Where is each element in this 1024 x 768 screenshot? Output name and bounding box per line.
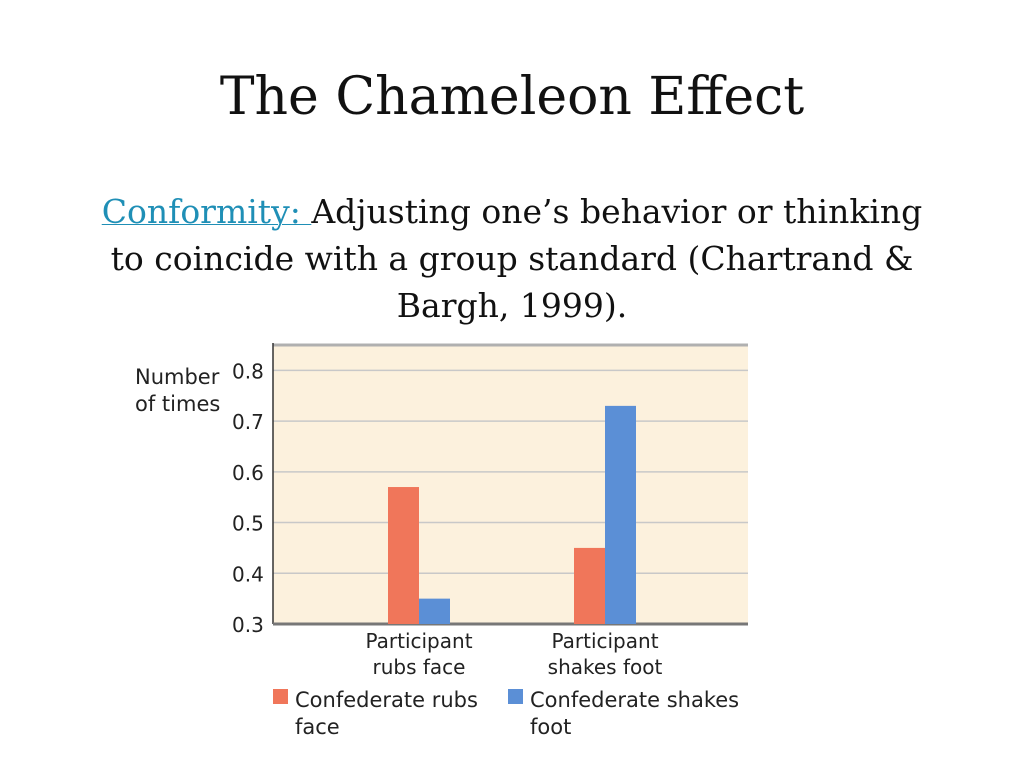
bar	[388, 487, 419, 624]
y-tick-label: 0.7	[232, 410, 264, 434]
y-axis-label: Number	[135, 365, 220, 389]
legend-swatch	[273, 689, 288, 704]
x-tick-label: Participant	[551, 629, 658, 653]
plot-background	[273, 345, 748, 624]
bar	[574, 547, 605, 624]
y-tick-label: 0.5	[232, 512, 264, 536]
x-tick-label: rubs face	[373, 655, 466, 679]
bar-chart: 0.3 0.4 0.5 0.6 0.7 0.8 Number of times Particip…	[120, 335, 760, 755]
slide-title: The Chameleon Effect	[219, 67, 805, 127]
bar-chart-svg: 0.3 0.4 0.5 0.6 0.7 0.8 Number of times Particip…	[135, 343, 748, 739]
x-tick-label: shakes foot	[548, 655, 663, 679]
definition: Conformity: Adjusting one’s behavior or …	[100, 188, 924, 329]
definition-term-link[interactable]: Conformity:	[101, 192, 312, 231]
y-tick-label: 0.3	[232, 613, 264, 637]
y-tick-label: 0.8	[232, 359, 264, 383]
legend-label: face	[295, 715, 340, 739]
legend-label: Confederate rubs	[295, 688, 478, 712]
definition-text: Adjusting one’s behavior or thinking to …	[110, 192, 923, 325]
bar	[419, 598, 450, 624]
legend-swatch	[508, 689, 523, 704]
legend-label: foot	[530, 715, 571, 739]
legend-label: Confederate shakes	[530, 688, 739, 712]
bar	[605, 405, 636, 624]
y-tick-label: 0.4	[232, 562, 264, 586]
y-tick-label: 0.6	[232, 461, 264, 485]
x-tick-label: Participant	[365, 629, 472, 653]
y-axis-label: of times	[135, 392, 220, 416]
